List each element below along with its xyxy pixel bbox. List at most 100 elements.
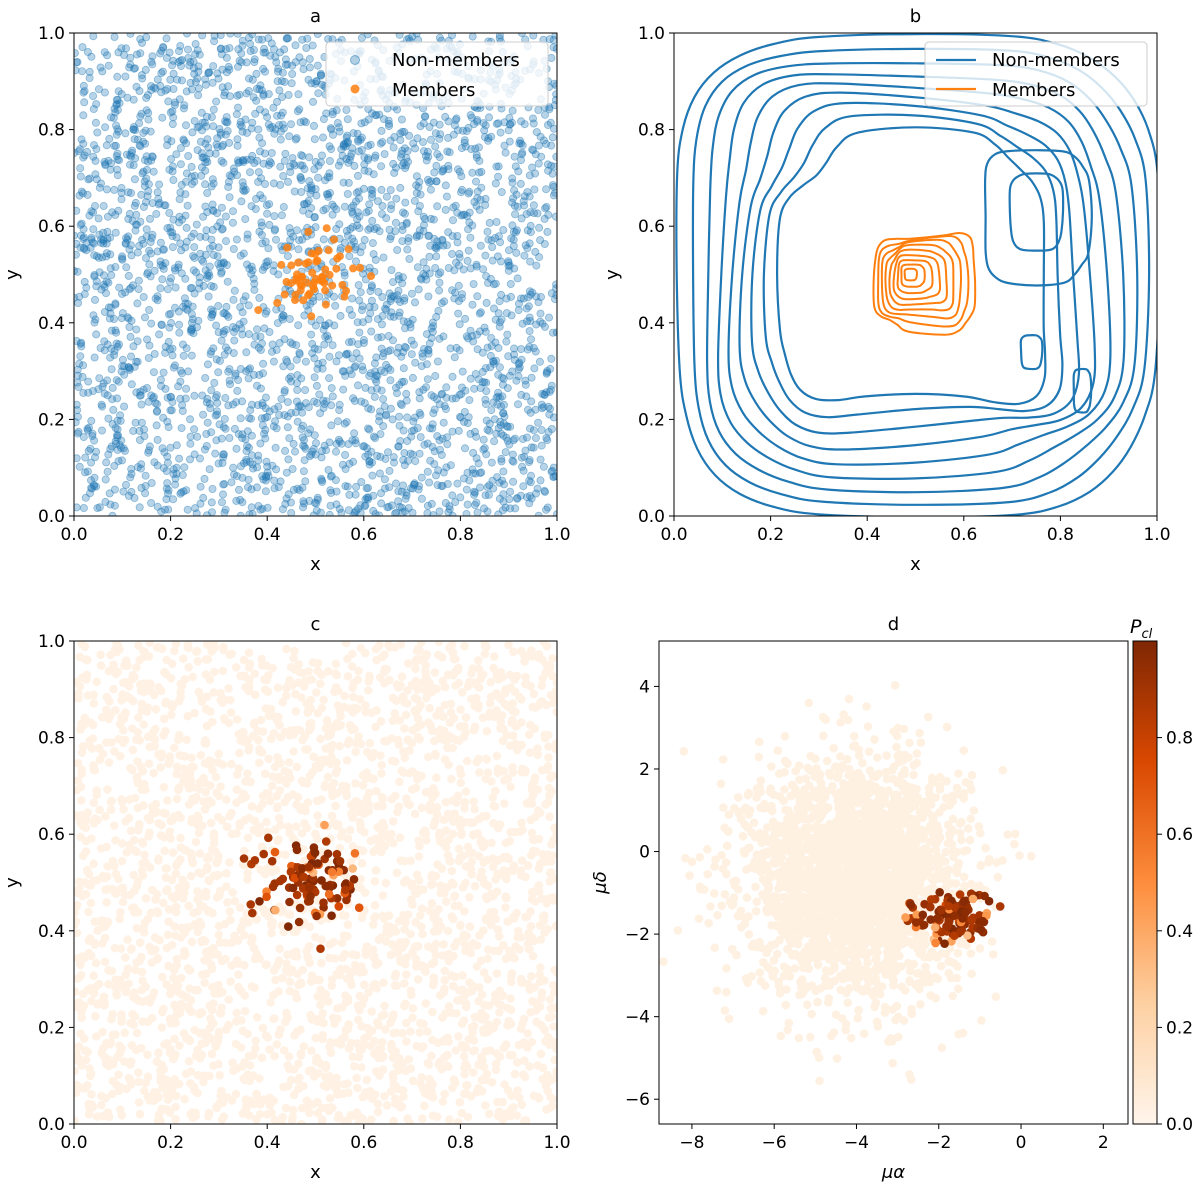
non-member-point <box>269 267 278 276</box>
non-member-point <box>391 479 400 488</box>
field-point <box>372 706 381 715</box>
non-member-point <box>531 434 540 443</box>
field-point <box>212 871 221 881</box>
non-member-point <box>376 452 385 461</box>
non-member-point <box>499 480 508 489</box>
non-member-point <box>298 58 307 67</box>
non-member-point <box>463 211 472 220</box>
field-point <box>240 846 249 856</box>
non-member-point <box>166 392 175 401</box>
non-member-point <box>442 383 451 392</box>
non-member-point <box>525 499 534 508</box>
non-member-point <box>272 58 281 67</box>
non-member-point <box>473 116 482 125</box>
non-member-point <box>411 358 420 367</box>
field-point <box>107 738 116 747</box>
non-member-point <box>290 447 299 456</box>
non-member-point <box>425 123 434 132</box>
field-point <box>476 1058 485 1068</box>
field-point <box>403 735 413 744</box>
non-member-point <box>327 471 336 480</box>
non-member-point <box>95 230 104 239</box>
panel-a-legend[interactable]: Non-members Members <box>325 41 549 107</box>
non-member-point <box>396 399 405 408</box>
field-point <box>408 1076 418 1086</box>
non-member-point <box>328 341 337 350</box>
non-member-point <box>85 174 94 183</box>
non-member-point <box>78 372 87 381</box>
non-member-point <box>82 283 91 292</box>
field-point <box>159 782 169 792</box>
member-point <box>344 245 353 254</box>
non-member-point <box>204 292 213 301</box>
non-member-point <box>209 206 218 215</box>
non-member-point <box>409 139 418 148</box>
non-member-point <box>387 292 396 301</box>
non-member-point <box>207 281 216 290</box>
non-member-point <box>273 77 282 86</box>
non-member-point <box>242 457 251 466</box>
field-point <box>258 1023 268 1033</box>
non-member-point <box>246 414 255 423</box>
non-member-point <box>266 51 275 60</box>
non-member-point <box>209 179 218 188</box>
non-member-point <box>334 435 343 444</box>
non-member-point <box>135 87 144 96</box>
non-member-point <box>507 198 516 207</box>
non-member-point <box>435 278 444 287</box>
non-member-point <box>91 453 100 462</box>
non-member-point <box>265 327 274 336</box>
non-member-point <box>366 309 375 318</box>
non-member-point <box>98 382 107 391</box>
non-member-point <box>487 458 496 467</box>
non-member-point <box>424 152 433 161</box>
non-member-point <box>293 385 302 394</box>
non-member-point <box>88 238 97 247</box>
non-member-point <box>518 319 527 328</box>
non-member-point <box>376 366 385 375</box>
non-member-point <box>425 339 434 348</box>
non-member-point <box>304 209 313 218</box>
non-member-point <box>303 34 312 43</box>
field-point <box>298 668 308 678</box>
non-member-point <box>536 132 545 141</box>
non-member-point <box>455 167 464 176</box>
non-member-point <box>247 202 256 211</box>
non-member-point <box>258 369 267 378</box>
non-member-point <box>422 156 431 165</box>
non-member-point <box>284 34 293 43</box>
field-point <box>425 703 435 713</box>
non-member-point <box>431 243 440 252</box>
non-member-point <box>476 308 485 317</box>
non-member-point <box>258 194 267 203</box>
field-point <box>380 1001 389 1011</box>
non-member-point <box>86 444 95 453</box>
field-point <box>428 1007 437 1017</box>
non-member-point <box>239 182 248 191</box>
non-member-point <box>402 161 411 170</box>
non-member-point <box>416 433 425 442</box>
field-point <box>199 1077 208 1087</box>
non-member-point <box>145 214 154 223</box>
non-member-point <box>369 432 378 441</box>
field-point <box>453 996 462 1005</box>
non-member-point <box>127 469 136 478</box>
non-member-point <box>197 255 206 264</box>
non-member-point <box>74 418 80 427</box>
non-member-point <box>324 319 333 328</box>
non-member-point <box>520 192 529 201</box>
field-point <box>530 773 540 782</box>
non-member-point <box>247 262 256 271</box>
non-member-point <box>356 508 365 516</box>
non-member-point <box>250 285 259 294</box>
non-member-point <box>85 74 94 83</box>
non-member-point <box>220 508 229 516</box>
field-point <box>485 699 495 708</box>
non-member-point <box>415 231 424 240</box>
non-member-point <box>198 391 207 400</box>
field-point <box>344 736 354 745</box>
panel-b-legend[interactable]: Non-members Members <box>924 41 1148 107</box>
non-member-point <box>123 235 132 244</box>
non-member-point <box>336 243 345 252</box>
field-point <box>382 1101 392 1110</box>
